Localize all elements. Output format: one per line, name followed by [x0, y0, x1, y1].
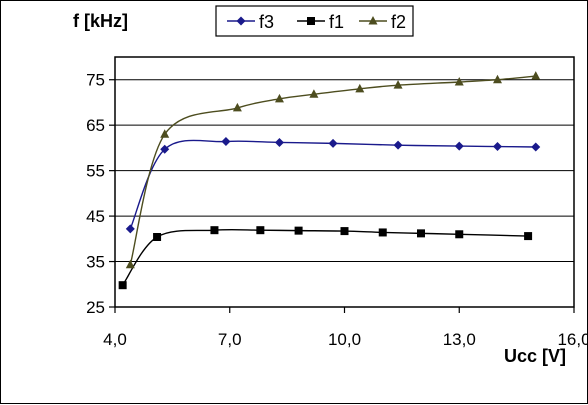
data-point-f2: [393, 80, 403, 89]
data-point-f3: [221, 137, 231, 147]
legend-label-f3: f3: [259, 12, 274, 32]
series-line-f2: [129, 75, 536, 265]
legend: f3 f1 f2: [215, 5, 414, 37]
x-axis-title: Ucc [V]: [504, 346, 566, 366]
data-point-f1: [118, 281, 127, 290]
data-point-f2: [531, 71, 541, 80]
legend-item-f3: f3: [227, 12, 274, 32]
data-point-f3: [531, 142, 541, 152]
data-point-f3: [274, 137, 284, 147]
legend-marker-f3: [236, 16, 246, 26]
data-point-f3: [125, 224, 135, 234]
data-point-f3: [393, 140, 403, 150]
axis-ticks: 25 35 45 55 65 75 4,0 7,0 10,0 13,0 16,0: [86, 71, 588, 349]
y-tick-label: 35: [86, 253, 105, 272]
y-tick-label: 65: [86, 116, 105, 135]
gridlines: [115, 79, 574, 263]
y-tick-label: 45: [86, 207, 105, 226]
series-f3: [125, 137, 541, 234]
legend-marker-f2: [368, 16, 378, 25]
data-point-f2: [454, 77, 464, 86]
series-group: [118, 71, 541, 290]
legend-marker-f1: [307, 17, 315, 25]
legend-item-f2: f2: [359, 12, 406, 32]
y-tick-label: 25: [86, 298, 105, 317]
series-line-f1: [122, 228, 529, 286]
x-tick-label: 4,0: [103, 330, 127, 349]
legend-item-f1: f1: [297, 12, 344, 32]
x-tick-label: 7,0: [218, 330, 242, 349]
y-tick-label: 75: [86, 71, 105, 90]
data-point-f2: [355, 83, 365, 93]
y-tick-label: 55: [86, 162, 105, 181]
data-point-f1: [378, 228, 387, 237]
data-point-f3: [160, 144, 170, 154]
x-tick-label: 13,0: [443, 330, 476, 349]
series-line-f3: [129, 139, 536, 230]
data-point-f3: [328, 138, 338, 148]
data-point-f1: [340, 227, 349, 236]
data-point-f1: [417, 229, 425, 238]
data-point-f2: [274, 93, 284, 103]
data-point-f3: [454, 141, 464, 151]
series-f2: [125, 71, 541, 269]
data-point-f2: [493, 74, 502, 84]
x-tick-label: 16,0: [557, 330, 588, 349]
data-point-f2: [309, 89, 319, 98]
data-point-f1: [256, 226, 265, 235]
data-point-f1: [294, 226, 303, 235]
series-f1: [118, 226, 533, 290]
data-point-f1: [455, 230, 464, 239]
data-point-f2: [160, 129, 170, 138]
legend-label-f2: f2: [391, 12, 406, 32]
plot-area-frame: [114, 56, 575, 308]
data-point-f3: [493, 142, 502, 152]
x-tick-label: 10,0: [328, 330, 361, 349]
legend-label-f1: f1: [329, 12, 344, 32]
data-point-f1: [524, 232, 533, 241]
data-point-f2: [232, 102, 242, 112]
y-axis-title: f [kHz]: [73, 11, 128, 31]
data-point-f1: [210, 226, 219, 235]
data-point-f1: [153, 233, 162, 241]
data-point-f2: [125, 259, 135, 269]
